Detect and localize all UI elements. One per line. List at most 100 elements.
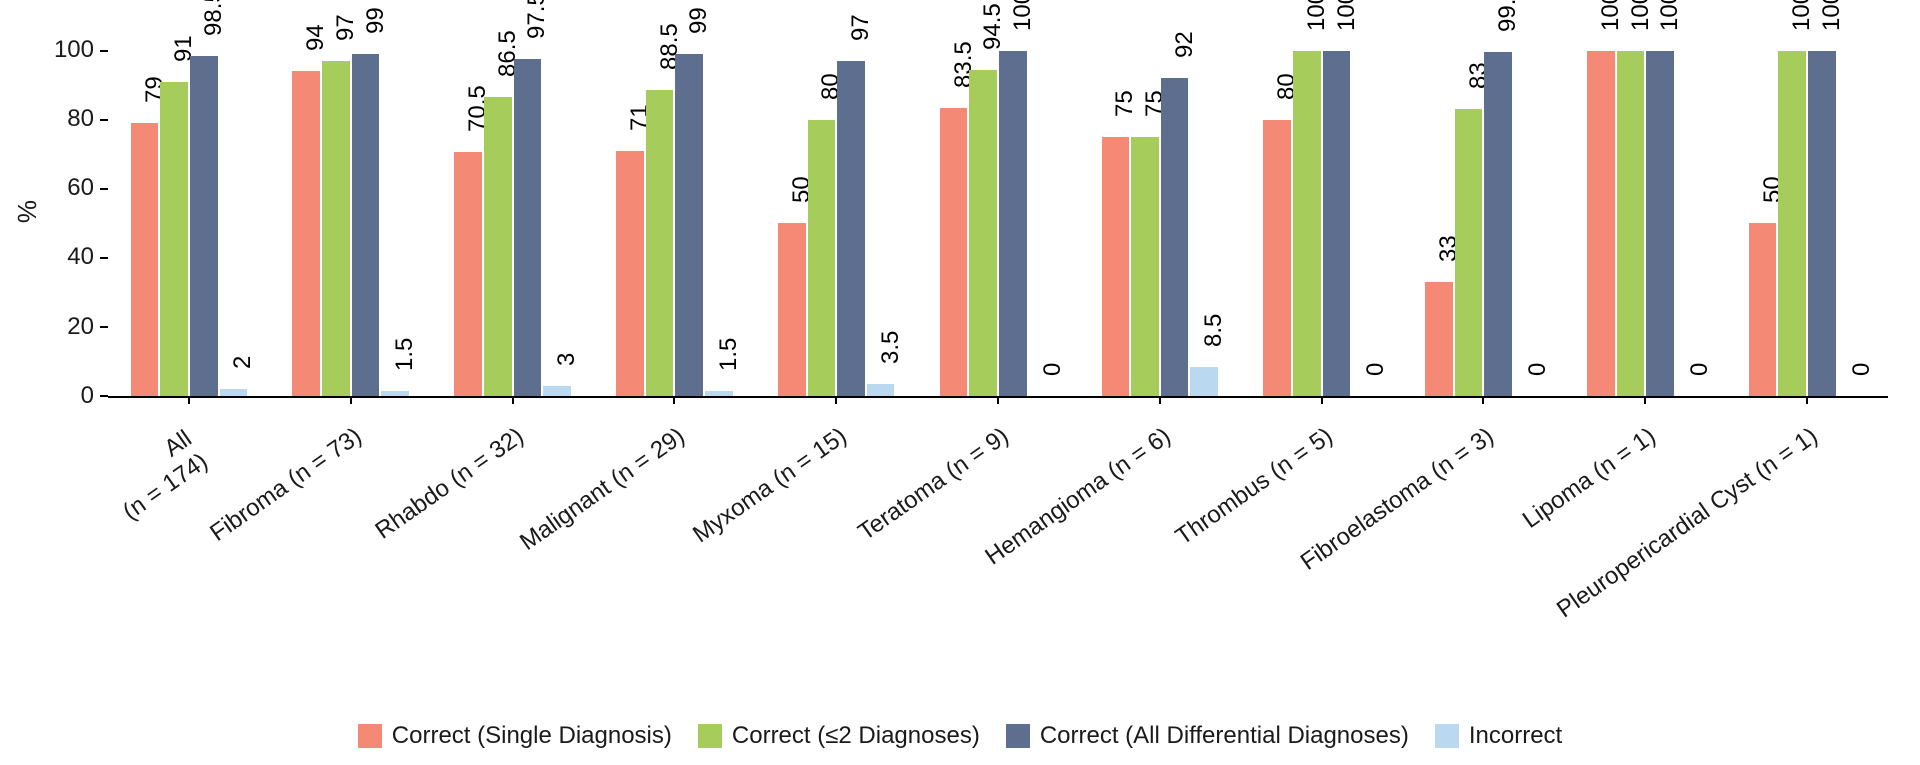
bar-value-label: 98.5	[200, 0, 228, 36]
bar-leq2	[160, 82, 188, 396]
bar-alldiff	[1646, 51, 1674, 396]
bar-single	[616, 151, 644, 396]
y-tick-mark	[100, 50, 108, 52]
bar-value-label: 75	[1111, 90, 1139, 117]
bar-value-label: 100	[1627, 0, 1655, 31]
bar-value-label: 99	[362, 7, 390, 34]
legend-label: Correct (All Differential Diagnoses)	[1040, 722, 1409, 750]
bar-single	[292, 71, 320, 396]
bar-value-label: 0	[1686, 363, 1714, 376]
bar-alldiff	[675, 54, 703, 396]
bar-leq2	[484, 97, 512, 396]
category-label: Fibroma (n = 73)	[205, 422, 367, 547]
bar-single	[1263, 120, 1291, 396]
category-group: 83.594.51000	[917, 16, 1079, 396]
legend-item-incorrect: Incorrect	[1435, 722, 1562, 750]
y-tick-label: 40	[67, 243, 94, 271]
bar-incorrect	[220, 389, 248, 396]
bar-value-label: 0	[1848, 363, 1876, 376]
bar-value-label: 1.5	[391, 337, 419, 370]
bar-single	[1587, 51, 1615, 396]
x-tick-mark	[1482, 396, 1484, 404]
x-tick-mark	[350, 396, 352, 404]
bar-incorrect	[381, 391, 409, 396]
bar-alldiff	[190, 56, 218, 396]
category-label: Myxoma (n = 15)	[688, 422, 852, 548]
bar-alldiff	[837, 61, 865, 396]
bar-value-label: 92	[1171, 31, 1199, 58]
bar-value-label: 97.5	[523, 0, 551, 39]
bar-value-label: 3.5	[877, 331, 905, 364]
y-tick-label: 60	[67, 174, 94, 202]
bar-value-label: 97	[847, 14, 875, 41]
x-tick-mark	[1806, 396, 1808, 404]
bar-value-label: 0	[1362, 363, 1390, 376]
x-tick-mark	[997, 396, 999, 404]
legend-swatch	[1435, 724, 1459, 748]
category-label: Teratoma (n = 9)	[853, 422, 1014, 546]
legend-label: Correct (Single Diagnosis)	[392, 722, 672, 750]
bar-value-label: 8.5	[1200, 313, 1228, 346]
bar-value-label: 100	[1788, 0, 1816, 31]
bar-alldiff	[1484, 52, 1512, 396]
bar-alldiff	[514, 59, 542, 396]
x-tick-mark	[1321, 396, 1323, 404]
bar-leq2	[322, 61, 350, 396]
y-tick-mark	[100, 395, 108, 397]
category-label: All (n = 174)	[102, 425, 213, 526]
bar-single	[940, 108, 968, 396]
bar-leq2	[1455, 109, 1483, 396]
category-group: 7575928.5	[1079, 16, 1241, 396]
bar-leq2	[1131, 137, 1159, 396]
bar-value-label: 100	[1303, 0, 1331, 31]
bar-value-label: 1.5	[715, 337, 743, 370]
bar-incorrect	[1190, 367, 1218, 396]
legend-swatch	[698, 724, 722, 748]
category-group: 5080973.5	[755, 16, 917, 396]
category-group: 338399.50	[1403, 16, 1565, 396]
x-tick-mark	[188, 396, 190, 404]
bar-single	[1102, 137, 1130, 396]
bar-alldiff	[1161, 78, 1189, 396]
y-tick-mark	[100, 326, 108, 328]
bar-value-label: 100	[1009, 0, 1037, 31]
bar-value-label: 99.5	[1494, 0, 1522, 32]
y-tick-label: 0	[81, 382, 94, 410]
category-label: Thrombus (n = 5)	[1170, 422, 1337, 551]
bar-value-label: 100	[1333, 0, 1361, 31]
bar-value-label: 99	[685, 7, 713, 34]
diagnosis-accuracy-bar-chart: 020406080100799198.529497991.570.586.597…	[0, 0, 1920, 765]
category-group: 501001000	[1726, 16, 1888, 396]
bar-value-label: 100	[1597, 0, 1625, 31]
bar-single	[131, 123, 159, 396]
category-group: 799198.52	[108, 16, 270, 396]
legend-label: Incorrect	[1469, 722, 1562, 750]
bar-incorrect	[543, 386, 571, 396]
y-tick-mark	[100, 119, 108, 121]
bar-single	[1749, 223, 1777, 396]
bar-value-label: 100	[1818, 0, 1846, 31]
y-axis-title: %	[12, 200, 43, 223]
bar-value-label: 0	[1039, 363, 1067, 376]
category-group: 70.586.597.53	[432, 16, 594, 396]
legend-item-leq2: Correct (≤2 Diagnoses)	[698, 722, 980, 750]
bar-incorrect	[867, 384, 895, 396]
category-group: 1001001000	[1564, 16, 1726, 396]
legend-item-single: Correct (Single Diagnosis)	[358, 722, 672, 750]
category-group: 801001000	[1241, 16, 1403, 396]
bar-leq2	[1778, 51, 1806, 396]
bar-incorrect	[705, 391, 733, 396]
category-label: Rhabdo (n = 32)	[370, 422, 528, 544]
bar-leq2	[808, 120, 836, 396]
category-label: Pleuropericardial Cyst (n = 1)	[1552, 422, 1823, 623]
x-tick-mark	[512, 396, 514, 404]
y-tick-mark	[100, 188, 108, 190]
category-label: Malignant (n = 29)	[515, 422, 690, 556]
x-tick-mark	[673, 396, 675, 404]
bar-alldiff	[1323, 51, 1351, 396]
category-group: 7188.5991.5	[593, 16, 755, 396]
bar-alldiff	[1808, 51, 1836, 396]
plot-area: 020406080100799198.529497991.570.586.597…	[108, 16, 1888, 398]
legend-swatch	[1006, 724, 1030, 748]
bar-single	[1425, 282, 1453, 396]
